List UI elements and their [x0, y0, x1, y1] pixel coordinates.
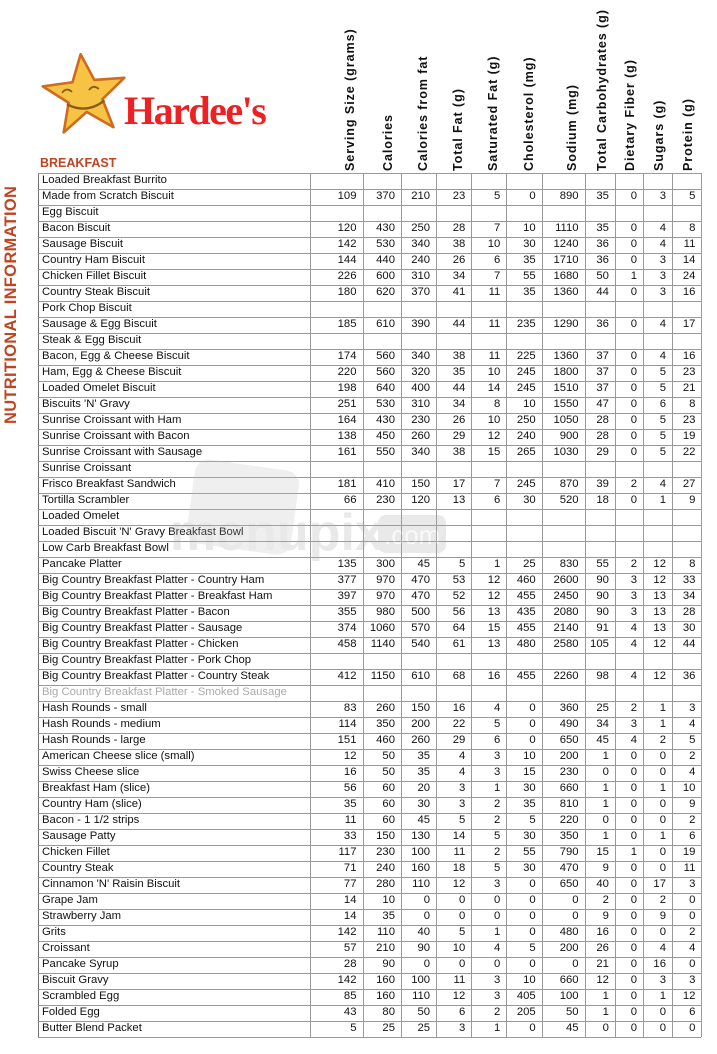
svg-text:.com: .com — [384, 520, 440, 550]
svg-text:menupix: menupix — [170, 504, 384, 562]
svg-text:Hardee's: Hardee's — [124, 88, 266, 133]
